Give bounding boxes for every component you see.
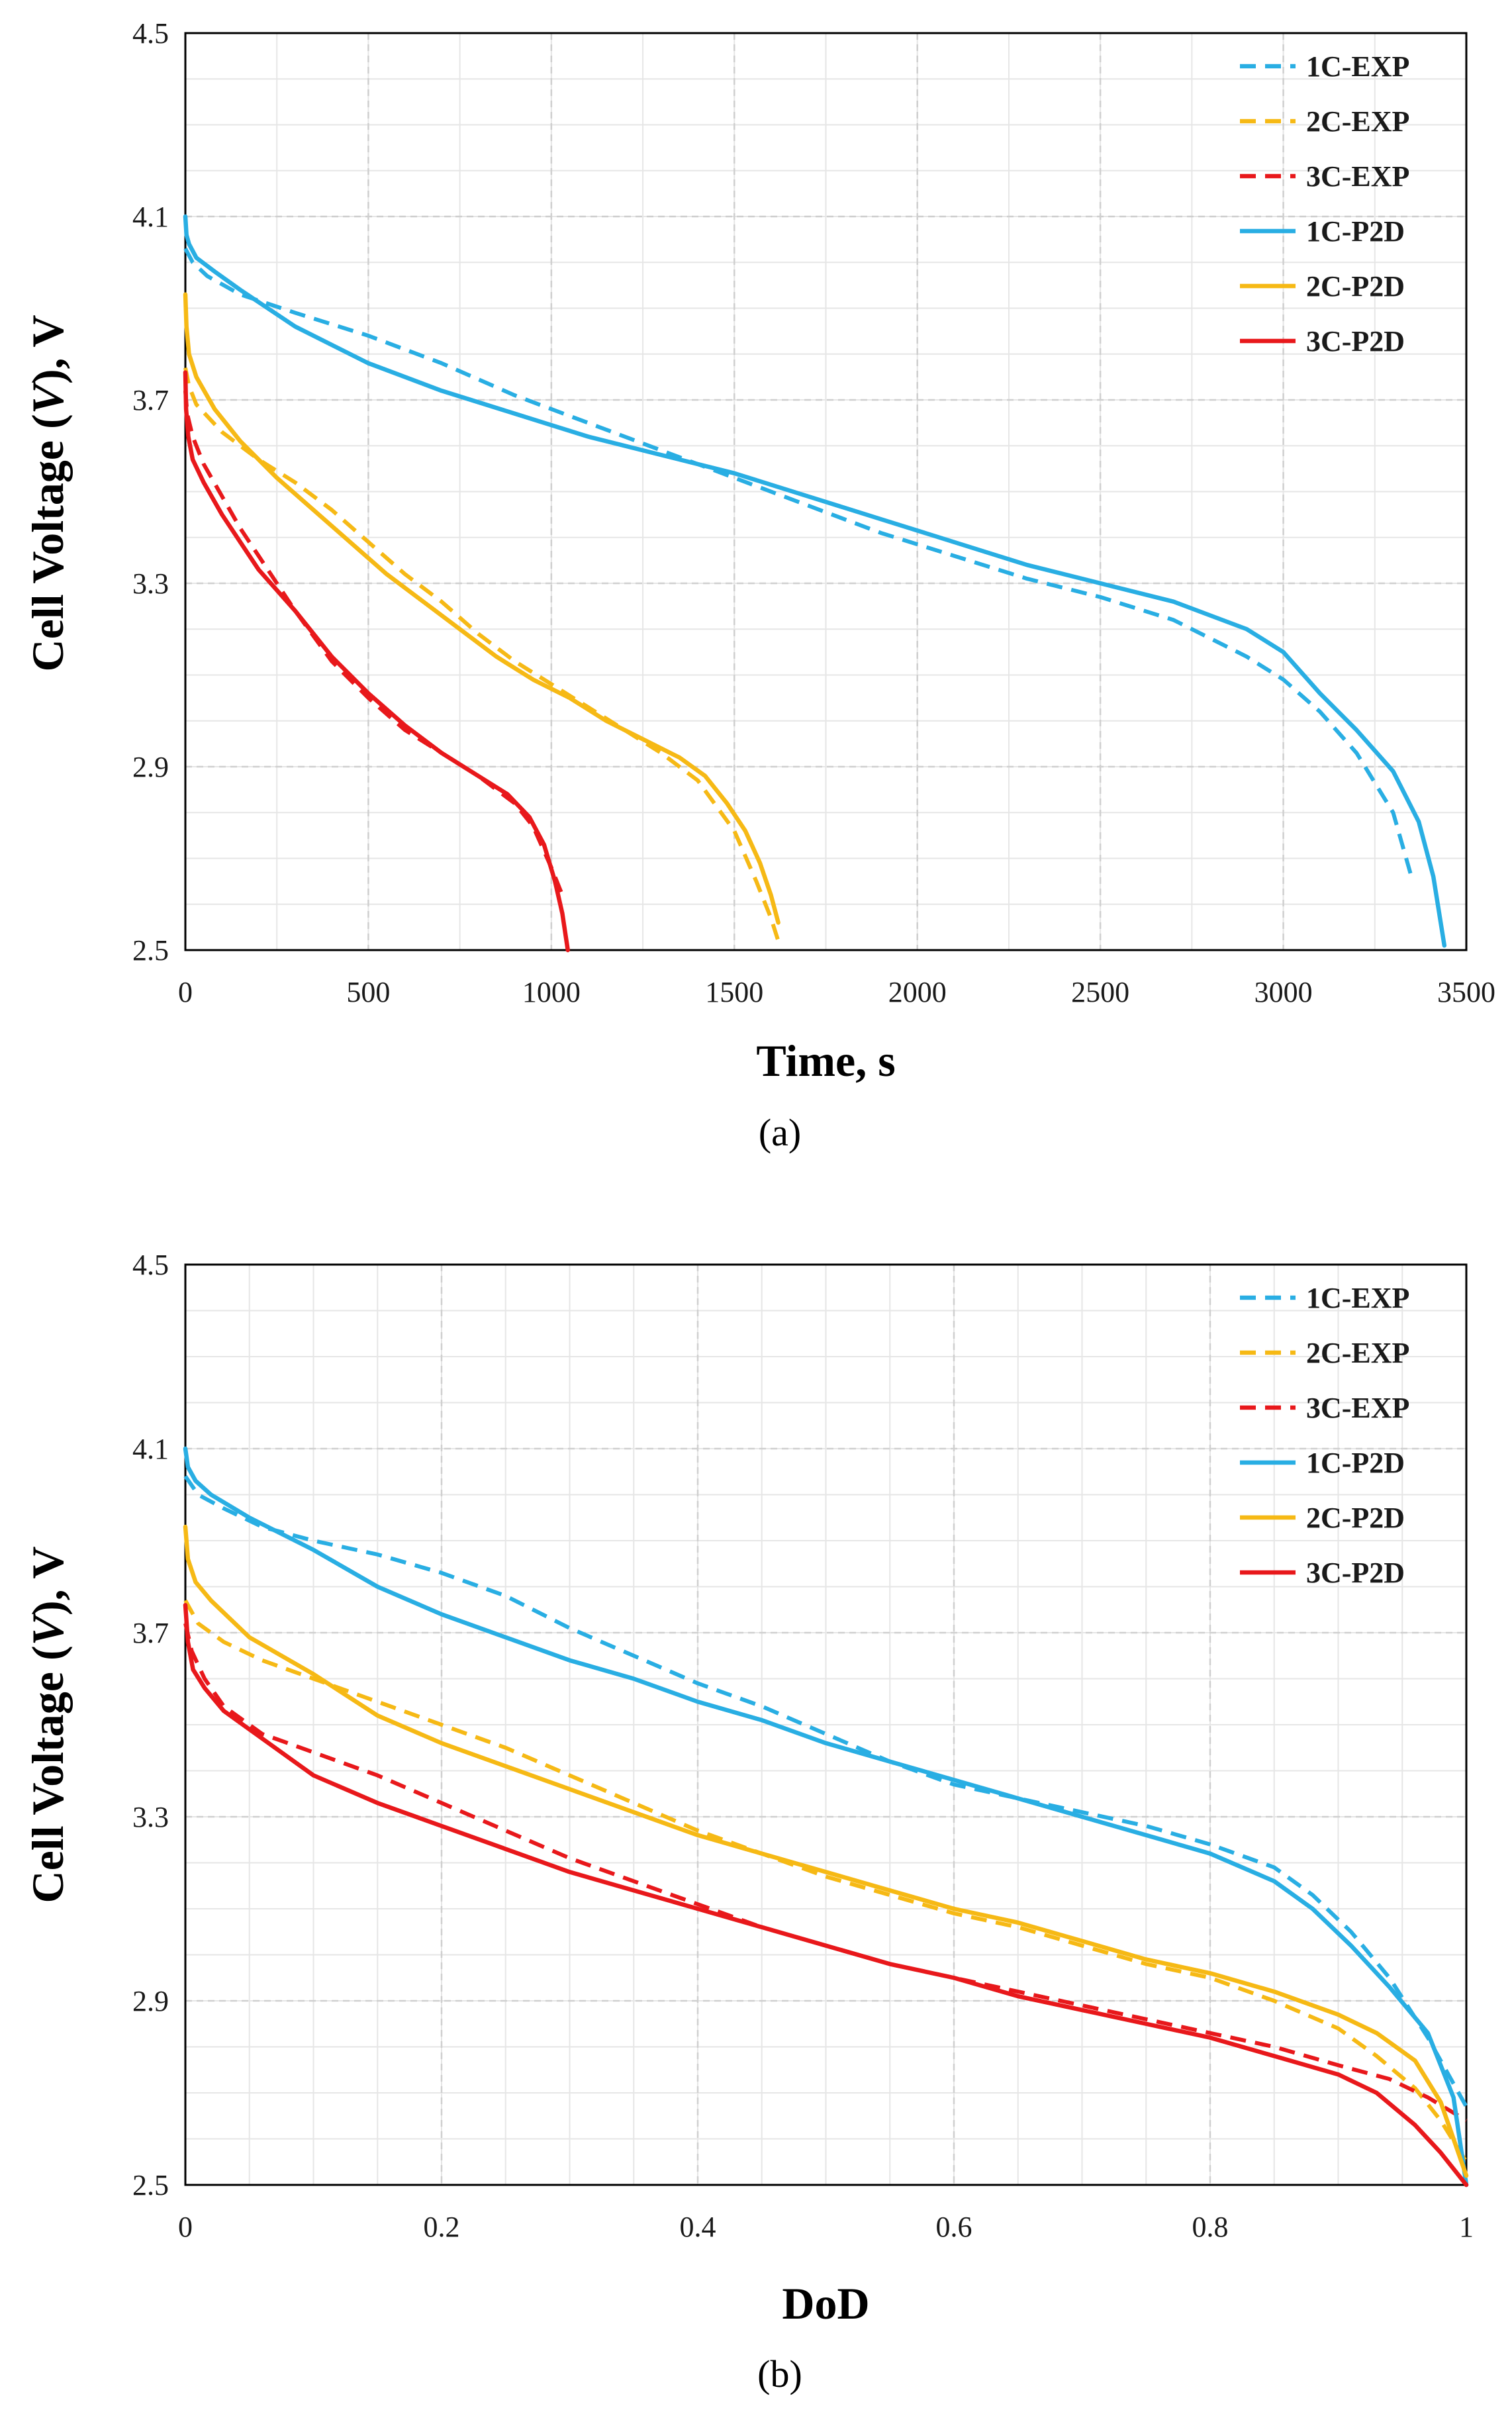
y-axis-title: Cell Voltage (V), V	[23, 315, 73, 672]
y-tick-label: 3.7	[132, 384, 169, 416]
x-tick-label: 1	[1459, 2211, 1474, 2243]
legend: 1C-EXP 2C-EXP 3C-EXP 1C-P2D 2C-P2D 3C-P2D	[1240, 1282, 1409, 1589]
series-line-2c-exp	[183, 367, 780, 942]
series-line-2c-p2d	[183, 292, 780, 925]
plot-frame	[184, 32, 1468, 951]
series-line-1c-p2d	[183, 1446, 1469, 2188]
y-axis-title-part: Cell Voltage (	[23, 1645, 73, 1903]
y-tick-label: 4.1	[132, 1433, 169, 1465]
x-tick-label: 1500	[705, 976, 763, 1008]
y-tick-label: 3.3	[132, 1801, 169, 1833]
x-tick-label: 500	[346, 976, 390, 1008]
series-line-2c-p2d	[183, 1524, 1469, 2178]
legend-label: 3C-P2D	[1306, 325, 1405, 358]
legend-label: 1C-P2D	[1306, 215, 1405, 248]
x-tick-label: 3500	[1437, 976, 1495, 1008]
grid	[185, 1265, 1466, 2185]
x-tick-label: 0.4	[680, 2211, 716, 2243]
series-group	[183, 214, 1447, 953]
legend-label: 1C-EXP	[1306, 1282, 1409, 1314]
series-line-1c-exp	[183, 1474, 1468, 2108]
series-line-3c-p2d	[183, 1603, 1469, 2188]
x-axis-title: Time, s	[756, 1036, 895, 1086]
panel-label-b: (b)	[757, 2352, 802, 2395]
legend-label: 2C-EXP	[1306, 105, 1409, 138]
legend-label: 2C-P2D	[1306, 1502, 1405, 1534]
series-line-2c-exp	[183, 1599, 1468, 2163]
y-axis-title: Cell Voltage (V), V	[23, 1547, 73, 1904]
x-tick-label: 0.8	[1192, 2211, 1229, 2243]
x-tick-label: 1000	[522, 976, 581, 1008]
legend-label: 3C-P2D	[1306, 1557, 1405, 1589]
grid	[185, 33, 1466, 950]
y-tick-label: 2.5	[132, 2169, 169, 2201]
legend: 1C-EXP 2C-EXP 3C-EXP 1C-P2D 2C-P2D 3C-P2D	[1240, 50, 1409, 358]
x-tick-label: 0	[178, 976, 193, 1008]
legend-label: 2C-P2D	[1306, 270, 1405, 303]
legend-label: 2C-EXP	[1306, 1337, 1409, 1369]
y-tick-label: 2.9	[132, 751, 169, 783]
legend-label: 3C-EXP	[1306, 1392, 1409, 1424]
x-tick-label: 3000	[1254, 976, 1313, 1008]
y-axis-title-part: ), V	[23, 1547, 73, 1616]
x-axis-title: DoD	[782, 2278, 869, 2329]
y-tick-label: 4.5	[132, 1249, 169, 1281]
y-axis-title-part: V	[23, 381, 73, 414]
y-axis-title-part: V	[23, 1612, 73, 1645]
legend-label: 1C-P2D	[1306, 1447, 1405, 1479]
x-tick-label: 2500	[1071, 976, 1129, 1008]
y-tick-label: 4.5	[132, 17, 169, 50]
y-axis-title-part: Cell Voltage (	[23, 414, 73, 671]
x-tick-label: 0.6	[936, 2211, 972, 2243]
legend-label: 3C-EXP	[1306, 160, 1409, 193]
y-tick-label: 2.5	[132, 934, 169, 967]
y-tick-label: 3.3	[132, 567, 169, 600]
series-line-3c-exp	[183, 1623, 1468, 2123]
x-tick-label: 0	[178, 2211, 193, 2243]
x-tick-label: 2000	[888, 976, 947, 1008]
y-tick-label: 2.9	[132, 1985, 169, 2017]
chart-panel-a: 0 500 1000 1500 2000 2500 3000 3500 2.5 2.9 3.3 3.7…	[23, 17, 1495, 1086]
y-axis-title-part: ), V	[23, 315, 73, 385]
series-group	[183, 1446, 1469, 2188]
y-tick-label: 3.7	[132, 1617, 169, 1649]
plot-frame	[184, 1263, 1468, 2186]
series-line-1c-exp	[183, 248, 1413, 878]
series-line-1c-p2d	[183, 214, 1447, 948]
panel-label-a: (a)	[759, 1111, 801, 1154]
chart-panel-b: 0 0.2 0.4 0.6 0.8 1 2.5 2.9 3.3 3.7 4.1 4.5 DoD Cell …	[23, 1249, 1474, 2329]
legend-label: 1C-EXP	[1306, 50, 1409, 83]
x-tick-label: 0.2	[424, 2211, 460, 2243]
y-tick-label: 4.1	[132, 201, 169, 233]
series-line-3c-p2d	[183, 370, 570, 953]
